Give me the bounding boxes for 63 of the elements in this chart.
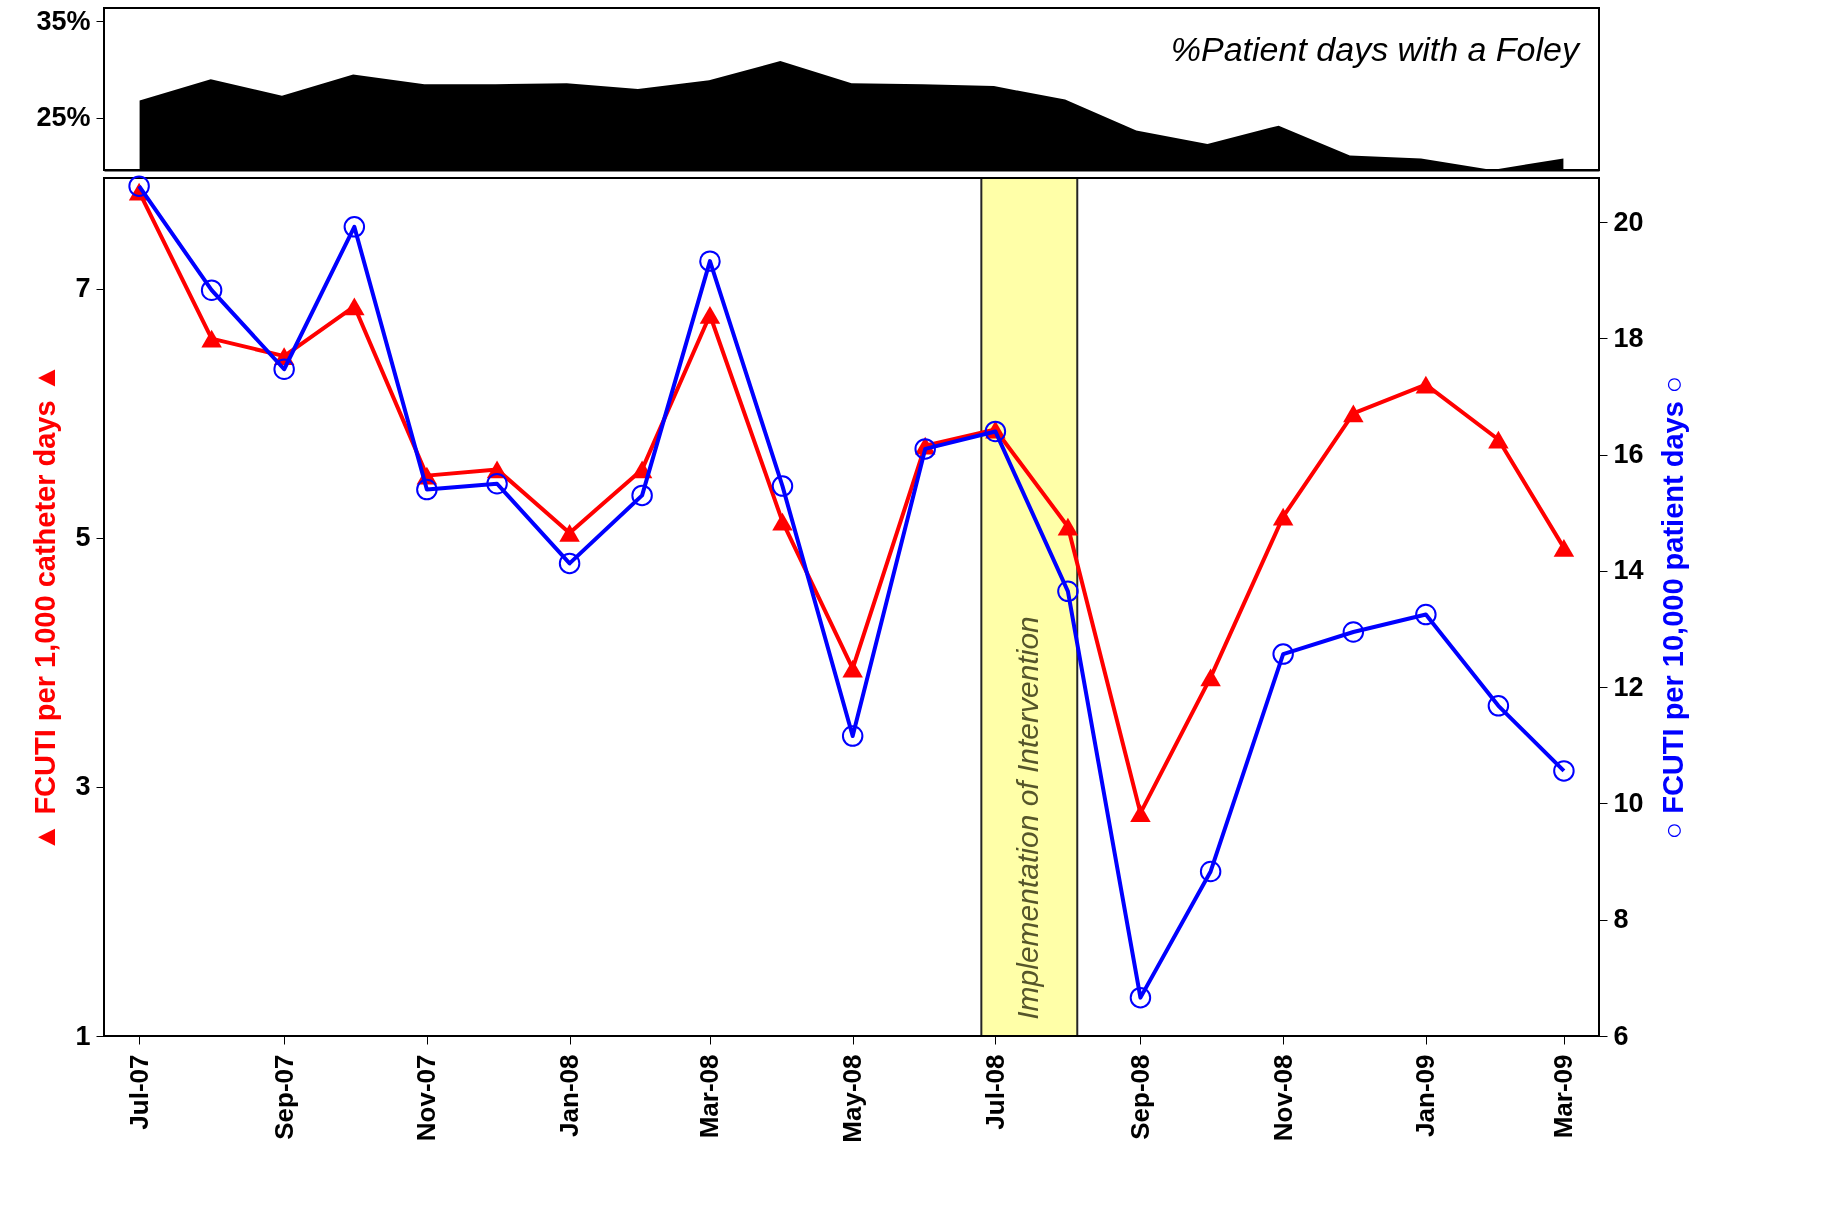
y2-tick-label: 18 [1613,322,1644,353]
point [558,552,581,575]
point [343,216,366,238]
text: %Patient days with a Foley [1170,29,1581,68]
point [128,175,150,197]
point [1199,860,1222,883]
point [273,358,295,380]
y-tick-label: 5 [75,522,91,553]
x-tick-label: Jan-09 [1410,1054,1441,1137]
y-tick-label: 7 [75,273,91,304]
point [771,475,794,497]
point [559,524,580,542]
point [1343,404,1364,423]
x-tick-label: Nov-08 [1267,1054,1298,1142]
point [772,512,793,531]
y2-tick-label: 6 [1613,1020,1629,1051]
point [1553,760,1575,782]
y2-axis-title: ○ FCUTI per 10,000 patient days ○ [1656,375,1689,840]
x-tick-label: Mar-09 [1548,1054,1579,1139]
point [416,478,438,501]
point [1488,430,1509,449]
point [914,438,936,460]
point [200,279,223,301]
y2-tick-label: 20 [1613,206,1644,237]
x-tick-label: Jul-08 [979,1054,1010,1130]
y2-tick-label: 10 [1613,787,1644,818]
point [1272,643,1294,665]
x-tick-label: Sep-07 [268,1054,299,1140]
point [1057,580,1079,603]
point [842,659,863,678]
band-label: Implementation of Intervention [1011,616,1045,1020]
point [1415,603,1437,626]
point [1272,507,1294,526]
point [1553,538,1575,557]
x-tick-label: Mar-08 [694,1054,725,1139]
x-tick-label: Jul-07 [123,1054,154,1130]
y2-tick-label: 14 [1613,555,1644,586]
x-tick-label: Jan-08 [554,1054,585,1137]
x-tick-label: Nov-07 [411,1054,442,1142]
point [841,725,864,747]
y-axis-title: ▲ FCUTI per 1,000 catheter days ▲ [29,363,62,852]
y2-tick-label: 12 [1613,671,1644,702]
x-tick-label: May-08 [837,1054,868,1143]
point [631,484,653,507]
y-tick-label: 3 [75,771,91,802]
point [344,297,365,316]
point [486,473,508,495]
point [1129,986,1152,1009]
point [1200,668,1221,687]
y-tick-label: 25% [36,102,91,133]
point [1415,375,1437,394]
point [1487,695,1510,717]
point [699,306,721,324]
point [699,250,721,272]
y2-tick-label: 8 [1613,904,1629,935]
point [1057,517,1079,536]
y-tick-label: 35% [36,6,91,36]
x-tick-label: Sep-08 [1124,1054,1155,1140]
y2-tick-label: 16 [1613,439,1644,470]
point [1130,804,1151,822]
y-tick-label: 1 [75,1020,91,1051]
point [201,329,222,348]
point [1342,621,1365,643]
